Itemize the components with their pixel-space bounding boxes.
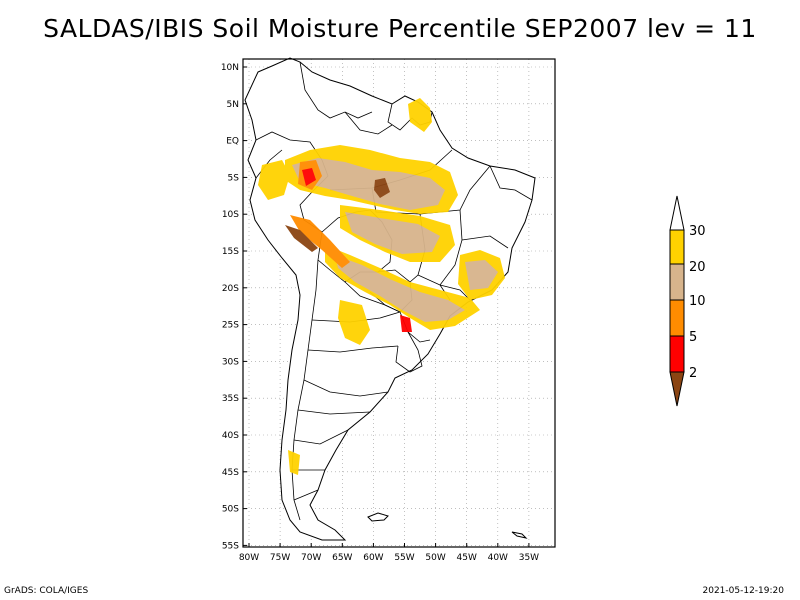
percentile-shading	[258, 98, 505, 475]
colorbar-label-30: 30	[689, 224, 706, 239]
argentina-provinces-7	[293, 489, 319, 501]
longitude-labels: 80W 75W 70W 65W 60W 55W 50W 45W 40W 35W	[239, 543, 539, 563]
argentina-provinces-3	[303, 379, 389, 397]
colorbar: 30 20 10 5 2	[669, 195, 706, 407]
brazil-states-6	[417, 274, 471, 301]
colorbar-swatch-10	[669, 299, 685, 337]
brazil-states-4	[439, 209, 463, 301]
lat-label: 35S	[222, 394, 239, 404]
lat-label: 30S	[222, 357, 239, 367]
footer-timestamp: 2021-05-12-19:20	[702, 586, 785, 596]
argentina-provinces-4	[297, 409, 371, 415]
lon-label: 80W	[239, 553, 259, 563]
lat-label: 5S	[228, 173, 240, 183]
lat-label: 10N	[221, 63, 239, 73]
shade-10-20-south	[335, 255, 465, 322]
lat-label: 50S	[222, 505, 239, 515]
colorbar-label-5: 5	[689, 330, 697, 345]
border-argentina-chile	[291, 259, 319, 521]
colorbar-top-arrow	[669, 195, 685, 231]
shade-20-30-west	[258, 160, 290, 200]
argentina-provinces-2	[307, 345, 399, 353]
south-georgia	[511, 531, 528, 539]
shade-lt2-spot	[374, 178, 390, 198]
lon-label: 75W	[270, 553, 290, 563]
colorbar-swatch-20	[669, 263, 685, 301]
lat-label: EQ	[226, 137, 239, 147]
lat-label: 25S	[222, 321, 239, 331]
falkland-islands	[367, 512, 389, 522]
lat-label: 45S	[222, 468, 239, 478]
shade-10-20-amazon	[292, 158, 445, 210]
shade-scatter-argentina	[338, 300, 370, 345]
lon-label: 55W	[394, 553, 414, 563]
lon-label: 40W	[488, 553, 508, 563]
shade-lt2-band	[285, 225, 318, 252]
lat-label: 5N	[227, 100, 239, 110]
border-venezuela-brazil	[344, 111, 393, 135]
shade-10-20-east	[465, 260, 498, 290]
footer-credit: GrADS: COLA/IGES	[4, 586, 89, 596]
lat-label: 15S	[222, 247, 239, 257]
shade-20-30-guiana	[408, 98, 432, 132]
lon-label: 70W	[301, 553, 321, 563]
lon-label: 65W	[332, 553, 352, 563]
colorbar-swatch-5	[669, 335, 685, 373]
chart-title: SALDAS/IBIS Soil Moisture Percentile SEP…	[43, 14, 757, 43]
lon-label: 45W	[457, 553, 477, 563]
lon-label: 60W	[363, 553, 383, 563]
border-colombia-venezuela	[299, 61, 373, 119]
argentina-provinces-5	[293, 429, 349, 445]
lat-label: 10S	[222, 210, 239, 220]
shade-5-10-dryband	[290, 215, 350, 268]
brazil-states-7	[489, 165, 533, 201]
lon-label: 35W	[519, 553, 539, 563]
latitude-labels: 10N 5N EQ 5S 10S 15S 20S 25S 30S 35S 40S 45S 50S 55S	[221, 63, 247, 551]
border-uruguay	[395, 331, 423, 373]
lon-label: 50W	[425, 553, 445, 563]
plot-frame	[242, 58, 556, 548]
lat-label: 40S	[222, 431, 239, 441]
colorbar-label-2: 2	[689, 366, 697, 381]
colorbar-swatch-30	[669, 229, 685, 265]
shade-5-10-south-chile	[288, 450, 300, 475]
lat-label: 20S	[222, 284, 239, 294]
lat-label: 55S	[222, 541, 239, 551]
brazil-states-5	[461, 235, 509, 249]
colorbar-label-10: 10	[689, 294, 706, 309]
colorbar-label-20: 20	[689, 260, 706, 275]
colorbar-bottom-arrow	[669, 371, 685, 407]
shade-10-20-central	[345, 212, 440, 254]
shade-2-5-paraguay	[400, 315, 412, 332]
shade-2-5-spot	[302, 168, 316, 186]
